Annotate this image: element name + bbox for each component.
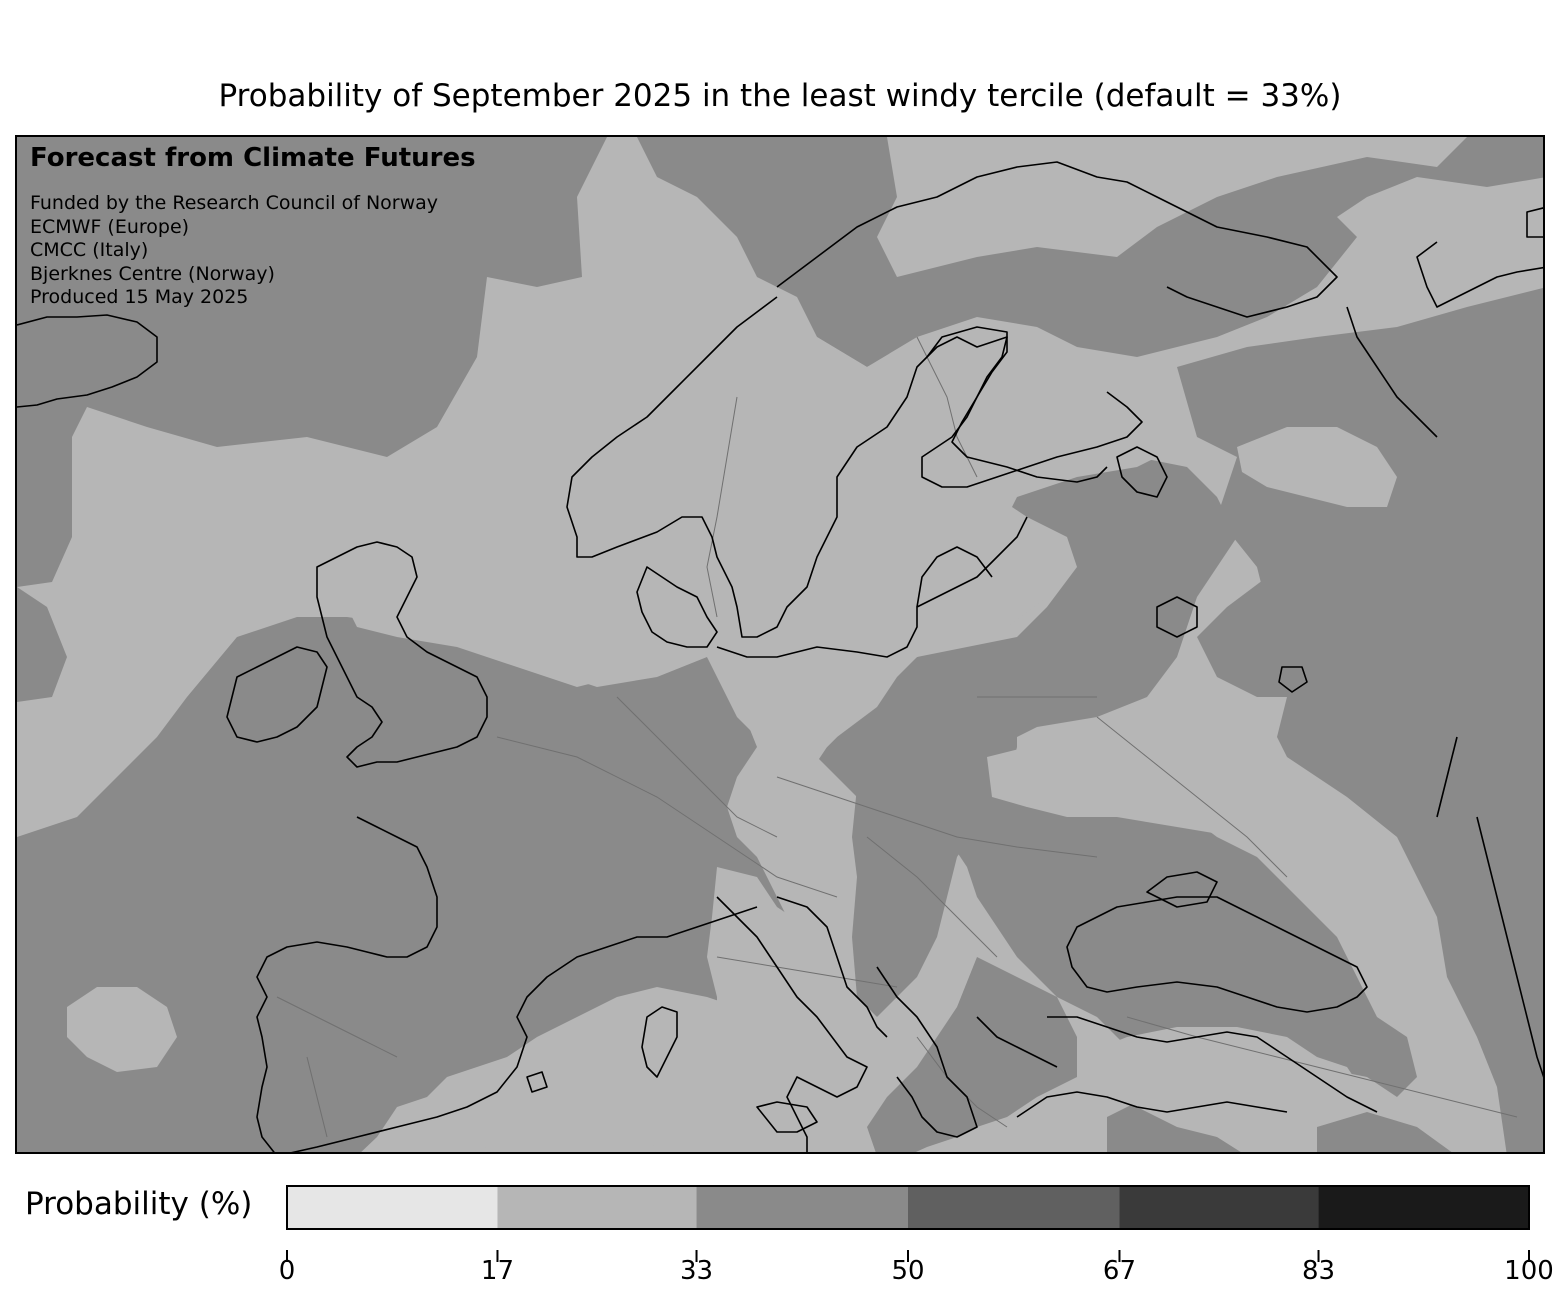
colorbar-tick-label: 0 bbox=[278, 1256, 296, 1286]
country-borders bbox=[276, 336, 1518, 1138]
colorbar-tick-label: 83 bbox=[1301, 1256, 1336, 1286]
colorbar-tick-label: 67 bbox=[1102, 1256, 1137, 1286]
map-title: Probability of September 2025 in the lea… bbox=[218, 78, 1342, 114]
colorbar-tick-label: 17 bbox=[480, 1256, 515, 1286]
forecast-source-heading: Forecast from Climate Futures bbox=[30, 143, 476, 173]
coastlines bbox=[17, 161, 1543, 1152]
colorbar-bin bbox=[908, 1185, 1120, 1230]
colorbar-border bbox=[286, 1185, 1530, 1230]
credit-line: Funded by the Research Council of Norway bbox=[30, 192, 439, 214]
forecast-map bbox=[17, 137, 1543, 1152]
credit-line: ECMWF (Europe) bbox=[30, 215, 190, 238]
colorbar-bin bbox=[497, 1185, 697, 1230]
colorbar bbox=[286, 1185, 1530, 1230]
forecast-info-block: Forecast from Climate Futures Funded by … bbox=[30, 142, 476, 310]
probability-band-17-33-pockets bbox=[67, 317, 1397, 1152]
colorbar-bin bbox=[1119, 1185, 1319, 1230]
credit-line: Bjerknes Centre (Norway) bbox=[30, 262, 275, 285]
credit-line: CMCC (Italy) bbox=[30, 239, 149, 261]
colorbar-bin bbox=[1318, 1185, 1530, 1230]
probability-band-33-50 bbox=[17, 137, 1543, 1152]
colorbar-bin bbox=[696, 1185, 908, 1230]
colorbar-label: Probability (%) bbox=[25, 1186, 253, 1222]
colorbar-tick-label: 50 bbox=[891, 1256, 925, 1286]
colorbar-ticks bbox=[286, 1250, 1530, 1262]
credit-line: Produced 15 May 2025 bbox=[30, 286, 249, 308]
colorbar-bin bbox=[286, 1185, 498, 1230]
colorbar-tick-label: 33 bbox=[679, 1256, 714, 1286]
forecast-credits: Funded by the Research Council of Norway… bbox=[30, 192, 476, 310]
map-panel bbox=[15, 135, 1545, 1154]
colorbar-tick-label: 100 bbox=[1504, 1256, 1554, 1286]
